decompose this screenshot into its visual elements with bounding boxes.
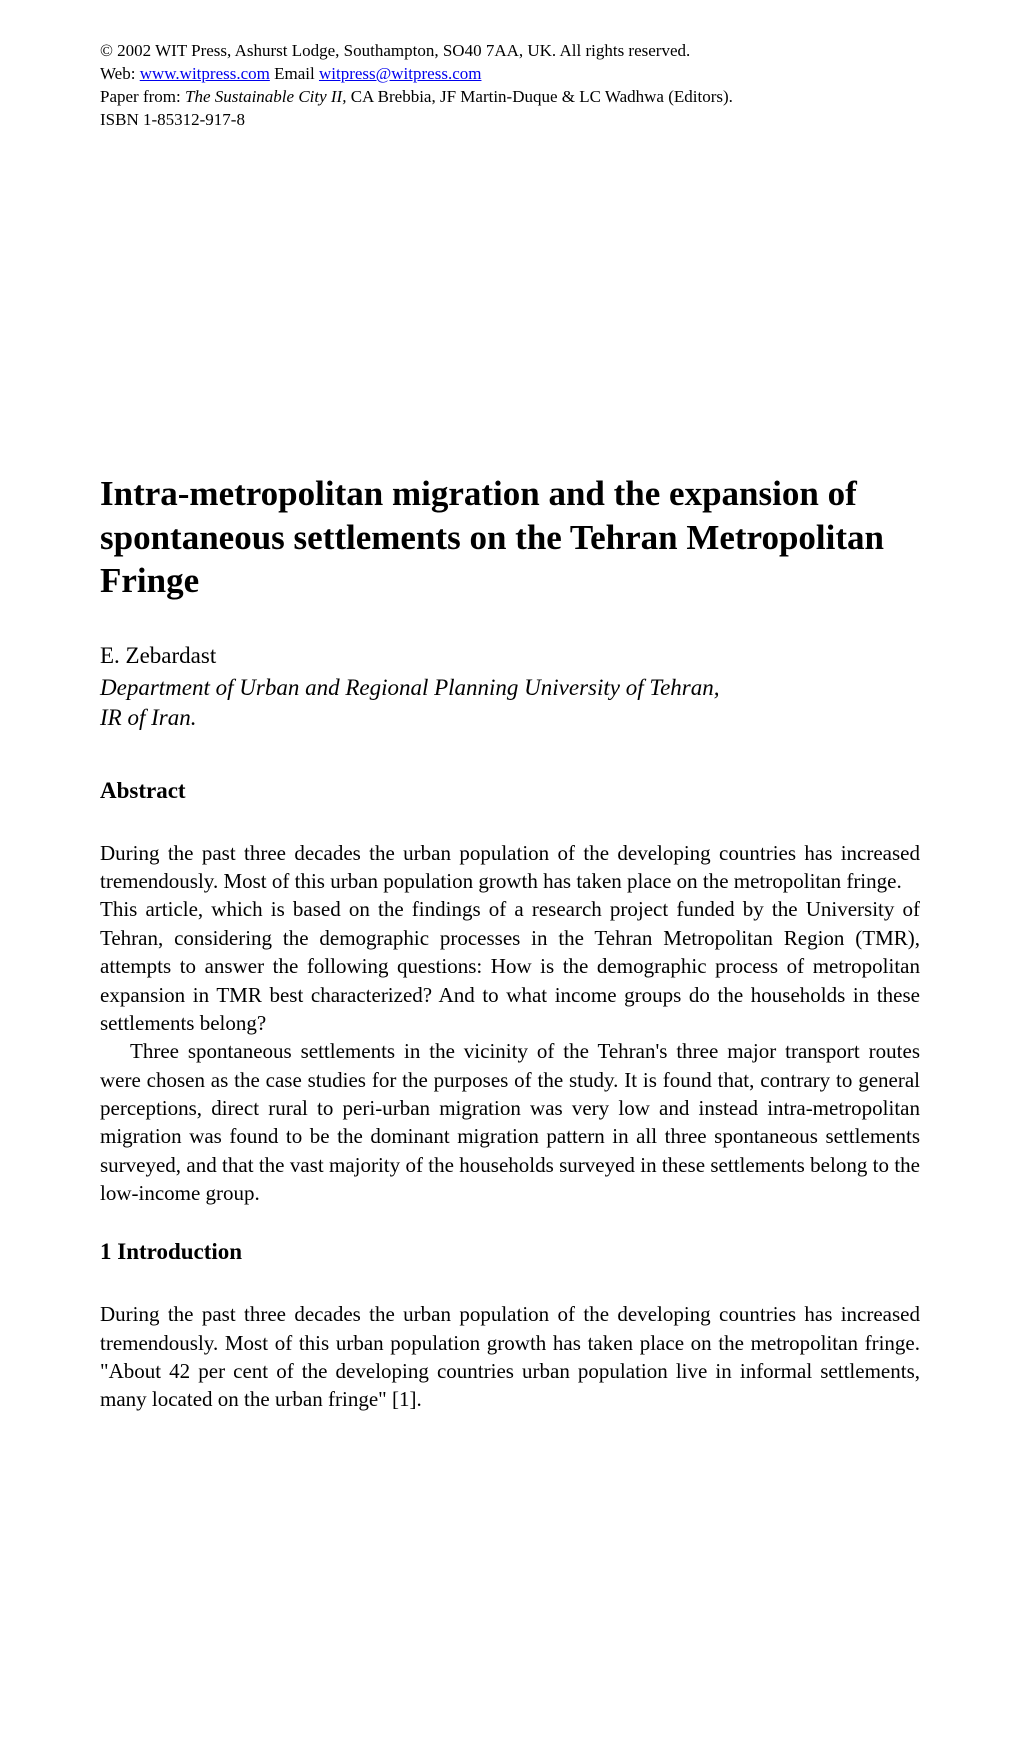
abstract-heading: Abstract [100, 778, 920, 804]
isbn-line: ISBN 1-85312-917-8 [100, 109, 920, 132]
author-affiliation: Department of Urban and Regional Plannin… [100, 673, 920, 733]
web-label: Web: [100, 64, 140, 83]
email-link[interactable]: witpress@witpress.com [319, 64, 482, 83]
abstract-body: During the past three decades the urban … [100, 839, 920, 1207]
abstract-paragraph-3: Three spontaneous settlements in the vic… [100, 1037, 920, 1207]
paper-from-title: The Sustainable City II, [185, 87, 351, 106]
affiliation-line-2: IR of Iran. [100, 705, 196, 730]
introduction-body: During the past three decades the urban … [100, 1300, 920, 1413]
email-label: Email [270, 64, 319, 83]
page-container: © 2002 WIT Press, Ashurst Lodge, Southam… [0, 0, 1020, 1474]
web-link[interactable]: www.witpress.com [140, 64, 270, 83]
paper-from-line: Paper from: The Sustainable City II, CA … [100, 86, 920, 109]
introduction-paragraph-1: During the past three decades the urban … [100, 1300, 920, 1413]
affiliation-line-1: Department of Urban and Regional Plannin… [100, 675, 719, 700]
abstract-paragraph-1: During the past three decades the urban … [100, 839, 920, 896]
author-name: E. Zebardast [100, 643, 920, 669]
copyright-line: © 2002 WIT Press, Ashurst Lodge, Southam… [100, 40, 920, 63]
abstract-paragraph-2: This article, which is based on the find… [100, 895, 920, 1037]
web-email-line: Web: www.witpress.com Email witpress@wit… [100, 63, 920, 86]
paper-title: Intra-metropolitan migration and the exp… [100, 472, 920, 603]
introduction-heading: 1 Introduction [100, 1239, 920, 1265]
header-block: © 2002 WIT Press, Ashurst Lodge, Southam… [100, 40, 920, 132]
paper-from-label: Paper from: [100, 87, 185, 106]
paper-from-editors: CA Brebbia, JF Martin-Duque & LC Wadhwa … [351, 87, 733, 106]
